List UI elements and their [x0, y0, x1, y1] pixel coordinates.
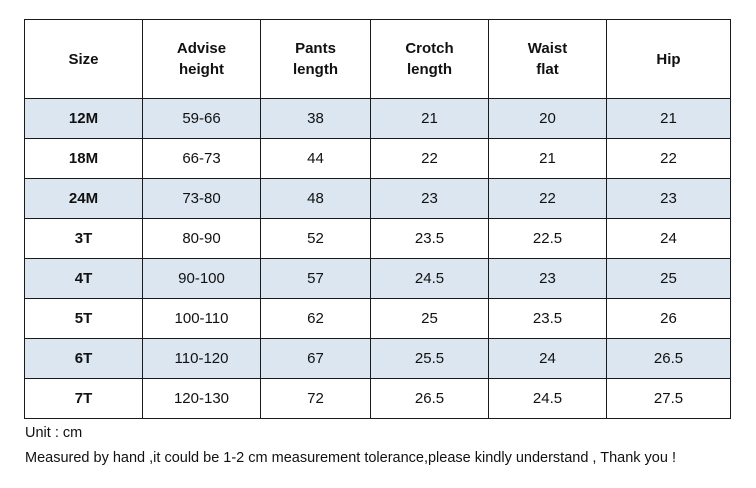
measurement-note: Measured by hand ,it could be 1-2 cm mea… — [25, 450, 676, 466]
table-row: 3T 80-90 52 23.5 22.5 24 — [24, 218, 731, 259]
cell-crotch-length: 21 — [370, 98, 489, 139]
cell-advise-height: 73-80 — [142, 178, 261, 219]
cell-hip: 26 — [606, 298, 731, 339]
cell-crotch-length: 23 — [370, 178, 489, 219]
cell-advise-height: 59-66 — [142, 98, 261, 139]
cell-crotch-length: 22 — [370, 138, 489, 179]
unit-note: Unit : cm — [25, 425, 83, 441]
cell-advise-height: 100-110 — [142, 298, 261, 339]
table-body: 12M 59-66 38 21 20 21 18M 66-73 44 22 21 22 24M 73-80… — [24, 98, 731, 419]
cell-crotch-length: 26.5 — [370, 378, 489, 419]
cell-pants-length: 52 — [260, 218, 371, 259]
header-waist-flat: Waist flat — [488, 19, 607, 99]
cell-size: 18M — [24, 138, 143, 179]
cell-size: 4T — [24, 258, 143, 299]
cell-crotch-length: 23.5 — [370, 218, 489, 259]
cell-advise-height: 120-130 — [142, 378, 261, 419]
cell-size: 5T — [24, 298, 143, 339]
cell-advise-height: 66-73 — [142, 138, 261, 179]
cell-hip: 27.5 — [606, 378, 731, 419]
header-advise-height: Advise height — [142, 19, 261, 99]
cell-hip: 23 — [606, 178, 731, 219]
cell-size: 24M — [24, 178, 143, 219]
cell-pants-length: 72 — [260, 378, 371, 419]
cell-pants-length: 62 — [260, 298, 371, 339]
cell-hip: 21 — [606, 98, 731, 139]
cell-advise-height: 110-120 — [142, 338, 261, 379]
cell-waist-flat: 23.5 — [488, 298, 607, 339]
cell-waist-flat: 22 — [488, 178, 607, 219]
cell-hip: 24 — [606, 218, 731, 259]
header-size: Size — [24, 19, 143, 99]
cell-hip: 26.5 — [606, 338, 731, 379]
cell-waist-flat: 24 — [488, 338, 607, 379]
size-chart-table: Size Advise height Pants length Crotch l… — [24, 19, 731, 419]
cell-crotch-length: 24.5 — [370, 258, 489, 299]
cell-waist-flat: 23 — [488, 258, 607, 299]
cell-size: 12M — [24, 98, 143, 139]
cell-hip: 25 — [606, 258, 731, 299]
table-row: 24M 73-80 48 23 22 23 — [24, 178, 731, 219]
cell-advise-height: 80-90 — [142, 218, 261, 259]
cell-waist-flat: 22.5 — [488, 218, 607, 259]
cell-waist-flat: 24.5 — [488, 378, 607, 419]
cell-size: 3T — [24, 218, 143, 259]
cell-pants-length: 44 — [260, 138, 371, 179]
cell-waist-flat: 21 — [488, 138, 607, 179]
table-row: 6T 110-120 67 25.5 24 26.5 — [24, 338, 731, 379]
cell-size: 7T — [24, 378, 143, 419]
header-crotch-length: Crotch length — [370, 19, 489, 99]
table-row: 12M 59-66 38 21 20 21 — [24, 98, 731, 139]
table-row: 18M 66-73 44 22 21 22 — [24, 138, 731, 179]
table-row: 5T 100-110 62 25 23.5 26 — [24, 298, 731, 339]
cell-size: 6T — [24, 338, 143, 379]
cell-waist-flat: 20 — [488, 98, 607, 139]
cell-advise-height: 90-100 — [142, 258, 261, 299]
cell-pants-length: 57 — [260, 258, 371, 299]
cell-pants-length: 48 — [260, 178, 371, 219]
cell-pants-length: 67 — [260, 338, 371, 379]
cell-hip: 22 — [606, 138, 731, 179]
header-pants-length: Pants length — [260, 19, 371, 99]
table-row: 4T 90-100 57 24.5 23 25 — [24, 258, 731, 299]
cell-crotch-length: 25 — [370, 298, 489, 339]
table-header-row: Size Advise height Pants length Crotch l… — [24, 19, 731, 99]
cell-pants-length: 38 — [260, 98, 371, 139]
table-row: 7T 120-130 72 26.5 24.5 27.5 — [24, 378, 731, 419]
header-hip: Hip — [606, 19, 731, 99]
cell-crotch-length: 25.5 — [370, 338, 489, 379]
